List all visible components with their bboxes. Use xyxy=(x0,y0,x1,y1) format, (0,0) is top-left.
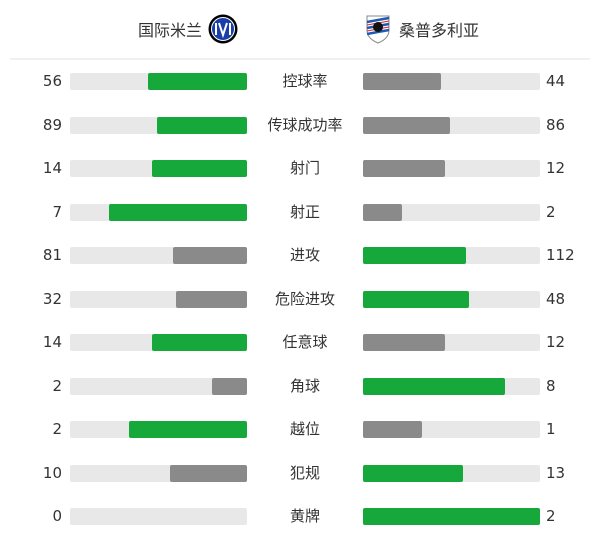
match-header: 国际米兰 桑普多利亚 xyxy=(0,0,600,58)
stat-label: 犯规 xyxy=(289,463,320,482)
home-bar-fill xyxy=(129,421,247,438)
home-team-name: 国际米兰 xyxy=(138,21,203,40)
stat-label: 越位 xyxy=(289,420,320,438)
home-bar-track xyxy=(70,464,247,482)
away-bar-track xyxy=(363,290,540,308)
home-bar-track xyxy=(70,334,247,351)
stat-label: 射门 xyxy=(289,159,320,177)
away-bar-fill xyxy=(363,73,441,90)
stat-row: 7 射正 2 xyxy=(0,202,600,222)
home-bar-fill xyxy=(170,464,247,482)
home-bar-fill xyxy=(147,73,247,90)
away-team-name: 桑普多利亚 xyxy=(399,21,480,40)
away-bar-fill xyxy=(363,160,445,177)
stat-row: 10 犯规 13 xyxy=(0,463,600,483)
home-value: 0 xyxy=(52,507,62,525)
stat-row: 14 射门 12 xyxy=(0,158,600,178)
away-bar-fill xyxy=(363,116,450,134)
away-value: 86 xyxy=(546,115,566,134)
stat-row: 89 传球成功率 86 xyxy=(0,115,600,135)
home-bar-track xyxy=(70,116,247,134)
stat-label: 危险进攻 xyxy=(274,289,335,308)
home-value: 14 xyxy=(42,159,62,177)
home-bar-fill xyxy=(151,160,247,177)
stat-row: 2 越位 1 xyxy=(0,419,600,439)
away-value: 1 xyxy=(546,420,556,438)
home-value: 89 xyxy=(42,115,62,134)
home-bar-fill xyxy=(109,203,247,221)
away-bar-fill xyxy=(363,464,464,482)
away-bar-fill xyxy=(363,334,445,351)
home-bar-fill xyxy=(211,377,247,395)
away-bar-track xyxy=(363,73,540,90)
home-bar-track xyxy=(70,421,247,438)
home-bar-track xyxy=(70,508,247,525)
home-value: 2 xyxy=(52,376,62,395)
home-value: 10 xyxy=(42,463,62,482)
away-bar-fill xyxy=(363,421,422,438)
away-value: 13 xyxy=(546,463,566,482)
away-bar-track xyxy=(363,116,540,134)
away-bar-track xyxy=(363,247,540,264)
away-team: 桑普多利亚 xyxy=(363,14,479,44)
away-bar-fill xyxy=(363,377,505,395)
away-bar-fill xyxy=(363,247,466,264)
stat-label: 控球率 xyxy=(282,72,328,90)
home-bar-fill xyxy=(156,116,247,134)
away-bar-track xyxy=(363,377,540,395)
stat-label: 进攻 xyxy=(289,246,320,264)
away-bar-fill xyxy=(363,508,540,525)
stat-row: 32 危险进攻 48 xyxy=(0,289,600,309)
stat-label: 任意球 xyxy=(282,333,328,351)
stat-row: 56 控球率 44 xyxy=(0,71,600,91)
stat-label: 传球成功率 xyxy=(267,115,343,134)
away-bar-fill xyxy=(363,290,470,308)
divider xyxy=(10,58,590,60)
home-bar-track xyxy=(70,247,247,264)
inter-milan-logo-icon xyxy=(208,14,238,44)
home-value: 14 xyxy=(42,333,62,351)
away-value: 2 xyxy=(546,507,556,525)
home-bar-fill xyxy=(172,247,247,264)
home-bar-track xyxy=(70,290,247,308)
away-value: 112 xyxy=(546,246,575,264)
home-value: 32 xyxy=(42,289,62,308)
stat-label: 射正 xyxy=(289,202,320,221)
home-bar-fill xyxy=(151,334,247,351)
away-value: 8 xyxy=(546,376,556,395)
stat-label: 黄牌 xyxy=(289,507,320,525)
home-value: 7 xyxy=(52,202,62,221)
away-bar-track xyxy=(363,203,540,221)
away-bar-track xyxy=(363,421,540,438)
away-value: 48 xyxy=(546,289,566,308)
sampdoria-logo-icon xyxy=(366,15,390,44)
away-bar-track xyxy=(363,334,540,351)
home-value: 81 xyxy=(42,246,62,264)
stat-row: 2 角球 8 xyxy=(0,376,600,396)
away-value: 2 xyxy=(546,202,556,221)
home-bar-track xyxy=(70,160,247,177)
away-bar-track xyxy=(363,160,540,177)
home-bar-track xyxy=(70,377,247,395)
home-team: 国际米兰 xyxy=(138,14,238,44)
away-bar-track xyxy=(363,508,540,525)
away-bar-track xyxy=(363,464,540,482)
stat-label: 角球 xyxy=(289,376,320,395)
home-bar-track xyxy=(70,203,247,221)
stat-row: 81 进攻 112 xyxy=(0,245,600,265)
away-value: 44 xyxy=(546,72,566,90)
away-bar-fill xyxy=(363,203,403,221)
away-value: 12 xyxy=(546,159,566,177)
home-bar-fill xyxy=(176,290,247,308)
stat-row: 0 黄牌 2 xyxy=(0,506,600,526)
away-value: 12 xyxy=(546,333,566,351)
stat-row: 14 任意球 12 xyxy=(0,332,600,352)
home-value: 56 xyxy=(42,72,62,90)
home-bar-track xyxy=(70,73,247,90)
home-value: 2 xyxy=(52,420,62,438)
